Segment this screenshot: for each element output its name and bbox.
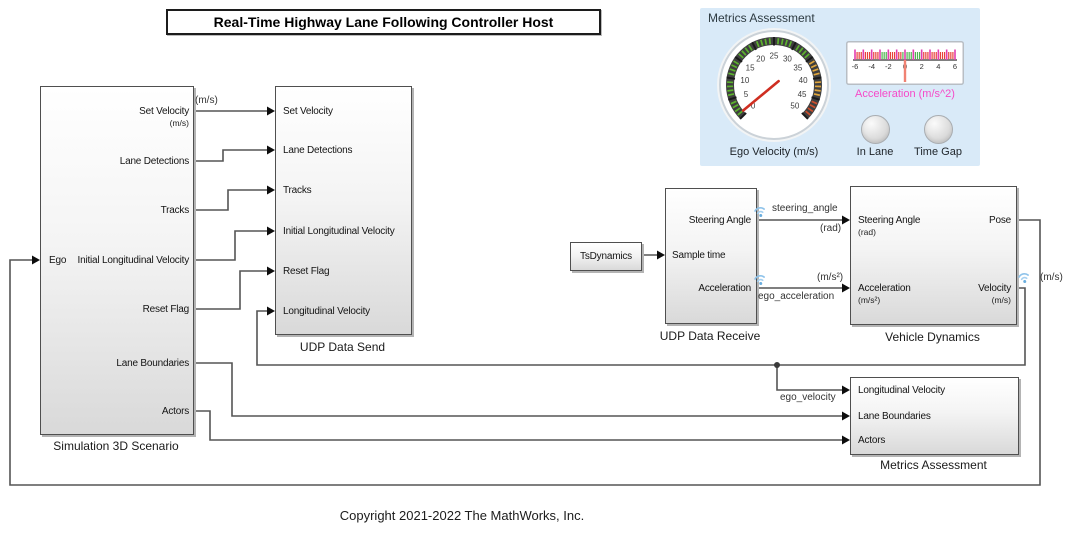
block-metrics-assessment[interactable]: Longitudinal Velocity Lane Boundaries Ac… [850,377,1019,455]
label-udp-data-receive: UDP Data Receive [659,329,761,343]
wire-pose-feedback[interactable] [9,219,1041,486]
model-title: Real-Time Highway Lane Following Control… [166,9,601,35]
svg-text:20: 20 [756,55,765,64]
port-vd-acceleration-units: (m/s²) [858,295,881,305]
port-arrowheads [32,106,850,445]
port-steering-angle-out: Steering Angle [688,215,751,226]
svg-text:6: 6 [953,62,957,71]
svg-text:5: 5 [744,90,749,99]
signal-velocity-units: (m/s) [1040,272,1063,283]
block-udp-data-send[interactable]: Set Velocity Lane Detections Tracks Init… [275,86,412,335]
port-ma-actors: Actors [858,435,886,446]
label-tsdynamics: TsDynamics [580,251,632,262]
gauge-label: Ego Velocity (m/s) [729,146,819,158]
port-sample-time-in: Sample time [672,250,726,261]
port-lane-boundaries-out: Lane Boundaries [116,358,189,369]
port-lane-detections-out: Lane Detections [119,156,189,167]
wire-ego-velocity-branch[interactable] [776,365,842,391]
signal-set-velocity-units: (m/s) [195,95,218,106]
port-reset-flag-out: Reset Flag [142,304,190,315]
svg-text:2: 2 [920,62,924,71]
panel-title: Metrics Assessment [708,11,815,25]
port-set-velocity-out: Set Velocity [139,106,189,117]
wire-actors[interactable] [192,410,842,441]
port-initial-long-velocity-out: Initial Longitudinal Velocity [77,255,190,266]
svg-text:-2: -2 [885,62,892,71]
svg-text:10: 10 [740,76,749,85]
port-tracks-out: Tracks [160,205,190,216]
svg-text:0: 0 [751,102,756,111]
acceleration-linear-gauge[interactable]: -6-4-20246 [846,41,964,85]
port-set-velocity-units: (m/s) [169,118,189,128]
block-tsdynamics[interactable]: TsDynamics [570,242,642,271]
time-gap-label: Time Gap [914,146,962,158]
port-udp-send-tracks: Tracks [283,185,312,196]
wire-lane-boundaries[interactable] [192,362,842,417]
wire-velocity-feedback[interactable] [256,287,1026,366]
port-udp-send-reset-flag: Reset Flag [283,266,330,277]
port-udp-send-longitudinal-velocity: Longitudinal Velocity [283,306,370,317]
block-simulation-3d-scenario[interactable]: Ego Set Velocity (m/s) Lane Detections T… [40,86,194,435]
wireless-icon-velocity [1018,272,1029,284]
wireless-icon-steering [754,206,765,218]
label-udp-data-send: UDP Data Send [299,340,386,354]
port-ma-longitudinal-velocity: Longitudinal Velocity [858,385,945,396]
label-simulation-3d-scenario: Simulation 3D Scenario [53,439,179,453]
svg-text:45: 45 [798,90,807,99]
signal-steering-angle[interactable]: steering_angle [772,203,838,214]
port-udp-send-set-velocity: Set Velocity [283,106,333,117]
svg-text:30: 30 [783,55,792,64]
block-vehicle-dynamics[interactable]: Steering Angle (rad) Acceleration (m/s²)… [850,186,1017,325]
copyright-annotation: Copyright 2021-2022 The MathWorks, Inc. [339,508,585,523]
svg-text:35: 35 [793,63,802,72]
wire-tracks[interactable] [192,189,267,211]
port-ego-in: Ego [49,255,67,266]
block-udp-data-receive[interactable]: Steering Angle Sample time Acceleration [665,188,757,324]
signal-ego-velocity[interactable]: ego_velocity [780,392,836,403]
svg-text:40: 40 [799,76,808,85]
signal-ego-acceleration[interactable]: ego_acceleration [758,291,835,302]
port-vd-velocity-units: (m/s) [991,295,1011,305]
port-udp-send-lane-detections: Lane Detections [283,145,353,156]
port-actors-out: Actors [161,406,189,417]
wire-initial-long-velocity[interactable] [192,230,267,261]
label-vehicle-dynamics: Vehicle Dynamics [885,330,980,344]
port-ma-lane-boundaries: Lane Boundaries [858,411,931,422]
svg-text:-4: -4 [868,62,875,71]
svg-text:15: 15 [746,63,755,72]
port-vd-acceleration-in: Acceleration [858,283,911,294]
svg-text:-6: -6 [852,62,859,71]
time-gap-lamp[interactable] [924,115,953,144]
svg-text:4: 4 [936,62,940,71]
wire-junction-dot [774,362,780,368]
label-metrics-assessment: Metrics Assessment [880,458,987,472]
svg-text:25: 25 [770,51,779,60]
wire-lane-detections[interactable] [192,149,267,162]
signal-accel-units: (m/s²) [817,272,844,283]
linear-gauge-label: Acceleration (m/s^2) [855,88,955,100]
in-lane-lamp[interactable] [861,115,890,144]
wireless-icon-acceleration [754,274,765,286]
svg-text:50: 50 [790,102,799,111]
port-vd-steering-angle-in: Steering Angle [858,215,921,226]
port-acceleration-out: Acceleration [698,283,751,294]
port-udp-send-initial-long-velocity: Initial Longitudinal Velocity [283,226,395,237]
port-vd-pose-out: Pose [989,215,1011,226]
in-lane-label: In Lane [856,146,894,158]
wire-reset-flag[interactable] [192,270,267,310]
signal-steering-units: (rad) [820,223,842,234]
port-vd-velocity-out: Velocity [978,283,1011,294]
port-vd-steering-units: (rad) [858,227,876,237]
